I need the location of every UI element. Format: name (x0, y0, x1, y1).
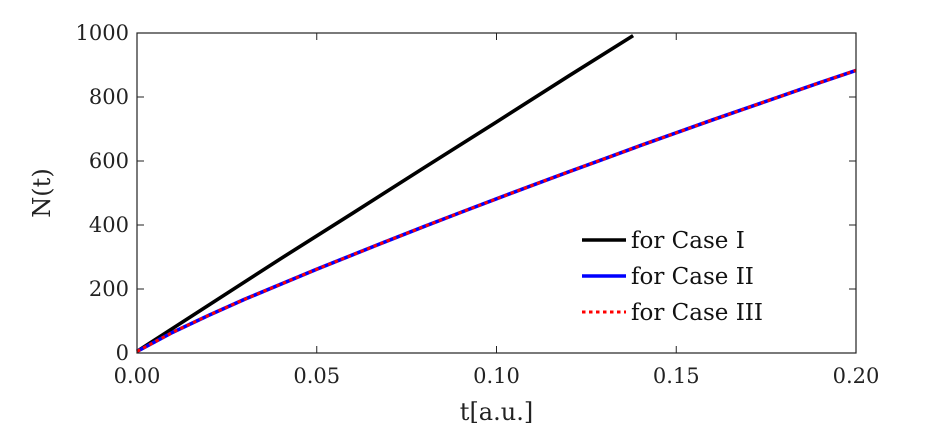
series-line-3 (136, 68, 857, 353)
y-tick-label: 1000 (76, 21, 129, 45)
legend-label-case-ii: for Case II (631, 264, 754, 290)
y-tick-label: 600 (89, 149, 129, 173)
x-tick-label: 0.15 (653, 364, 700, 388)
x-axis: 0.00 0.05 0.10 0.15 0.20 (114, 33, 880, 388)
x-tick-label: 0.05 (293, 364, 340, 388)
y-axis-label: N(t) (28, 168, 56, 217)
legend: for Case I for Case II for Case III (582, 228, 763, 326)
x-tick-label: 0.00 (114, 364, 161, 388)
series-line-1 (136, 34, 635, 353)
x-tick-label: 0.20 (833, 364, 880, 388)
legend-entry-case-ii: for Case II (582, 264, 754, 290)
legend-label-case-iii: for Case III (631, 300, 763, 326)
legend-entry-case-i: for Case I (582, 228, 745, 254)
x-axis-label: t[a.u.] (460, 398, 533, 426)
legend-label-case-i: for Case I (631, 228, 745, 254)
y-tick-label: 0 (116, 341, 129, 365)
plot-area (136, 34, 857, 353)
y-tick-label: 400 (89, 213, 129, 237)
y-tick-label: 200 (89, 277, 129, 301)
y-axis: 0 200 400 600 800 1000 (76, 21, 856, 365)
y-tick-label: 800 (89, 85, 129, 109)
legend-entry-case-iii: for Case III (582, 300, 763, 326)
x-tick-label: 0.10 (473, 364, 520, 388)
